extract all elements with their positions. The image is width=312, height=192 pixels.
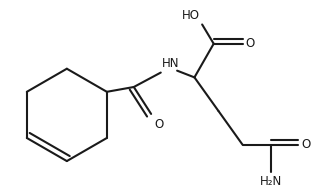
Text: H₂N: H₂N <box>260 175 283 189</box>
Text: HO: HO <box>182 9 200 22</box>
Text: O: O <box>301 138 310 151</box>
Text: O: O <box>154 118 163 131</box>
Text: O: O <box>246 37 255 50</box>
Text: HN: HN <box>162 57 179 70</box>
